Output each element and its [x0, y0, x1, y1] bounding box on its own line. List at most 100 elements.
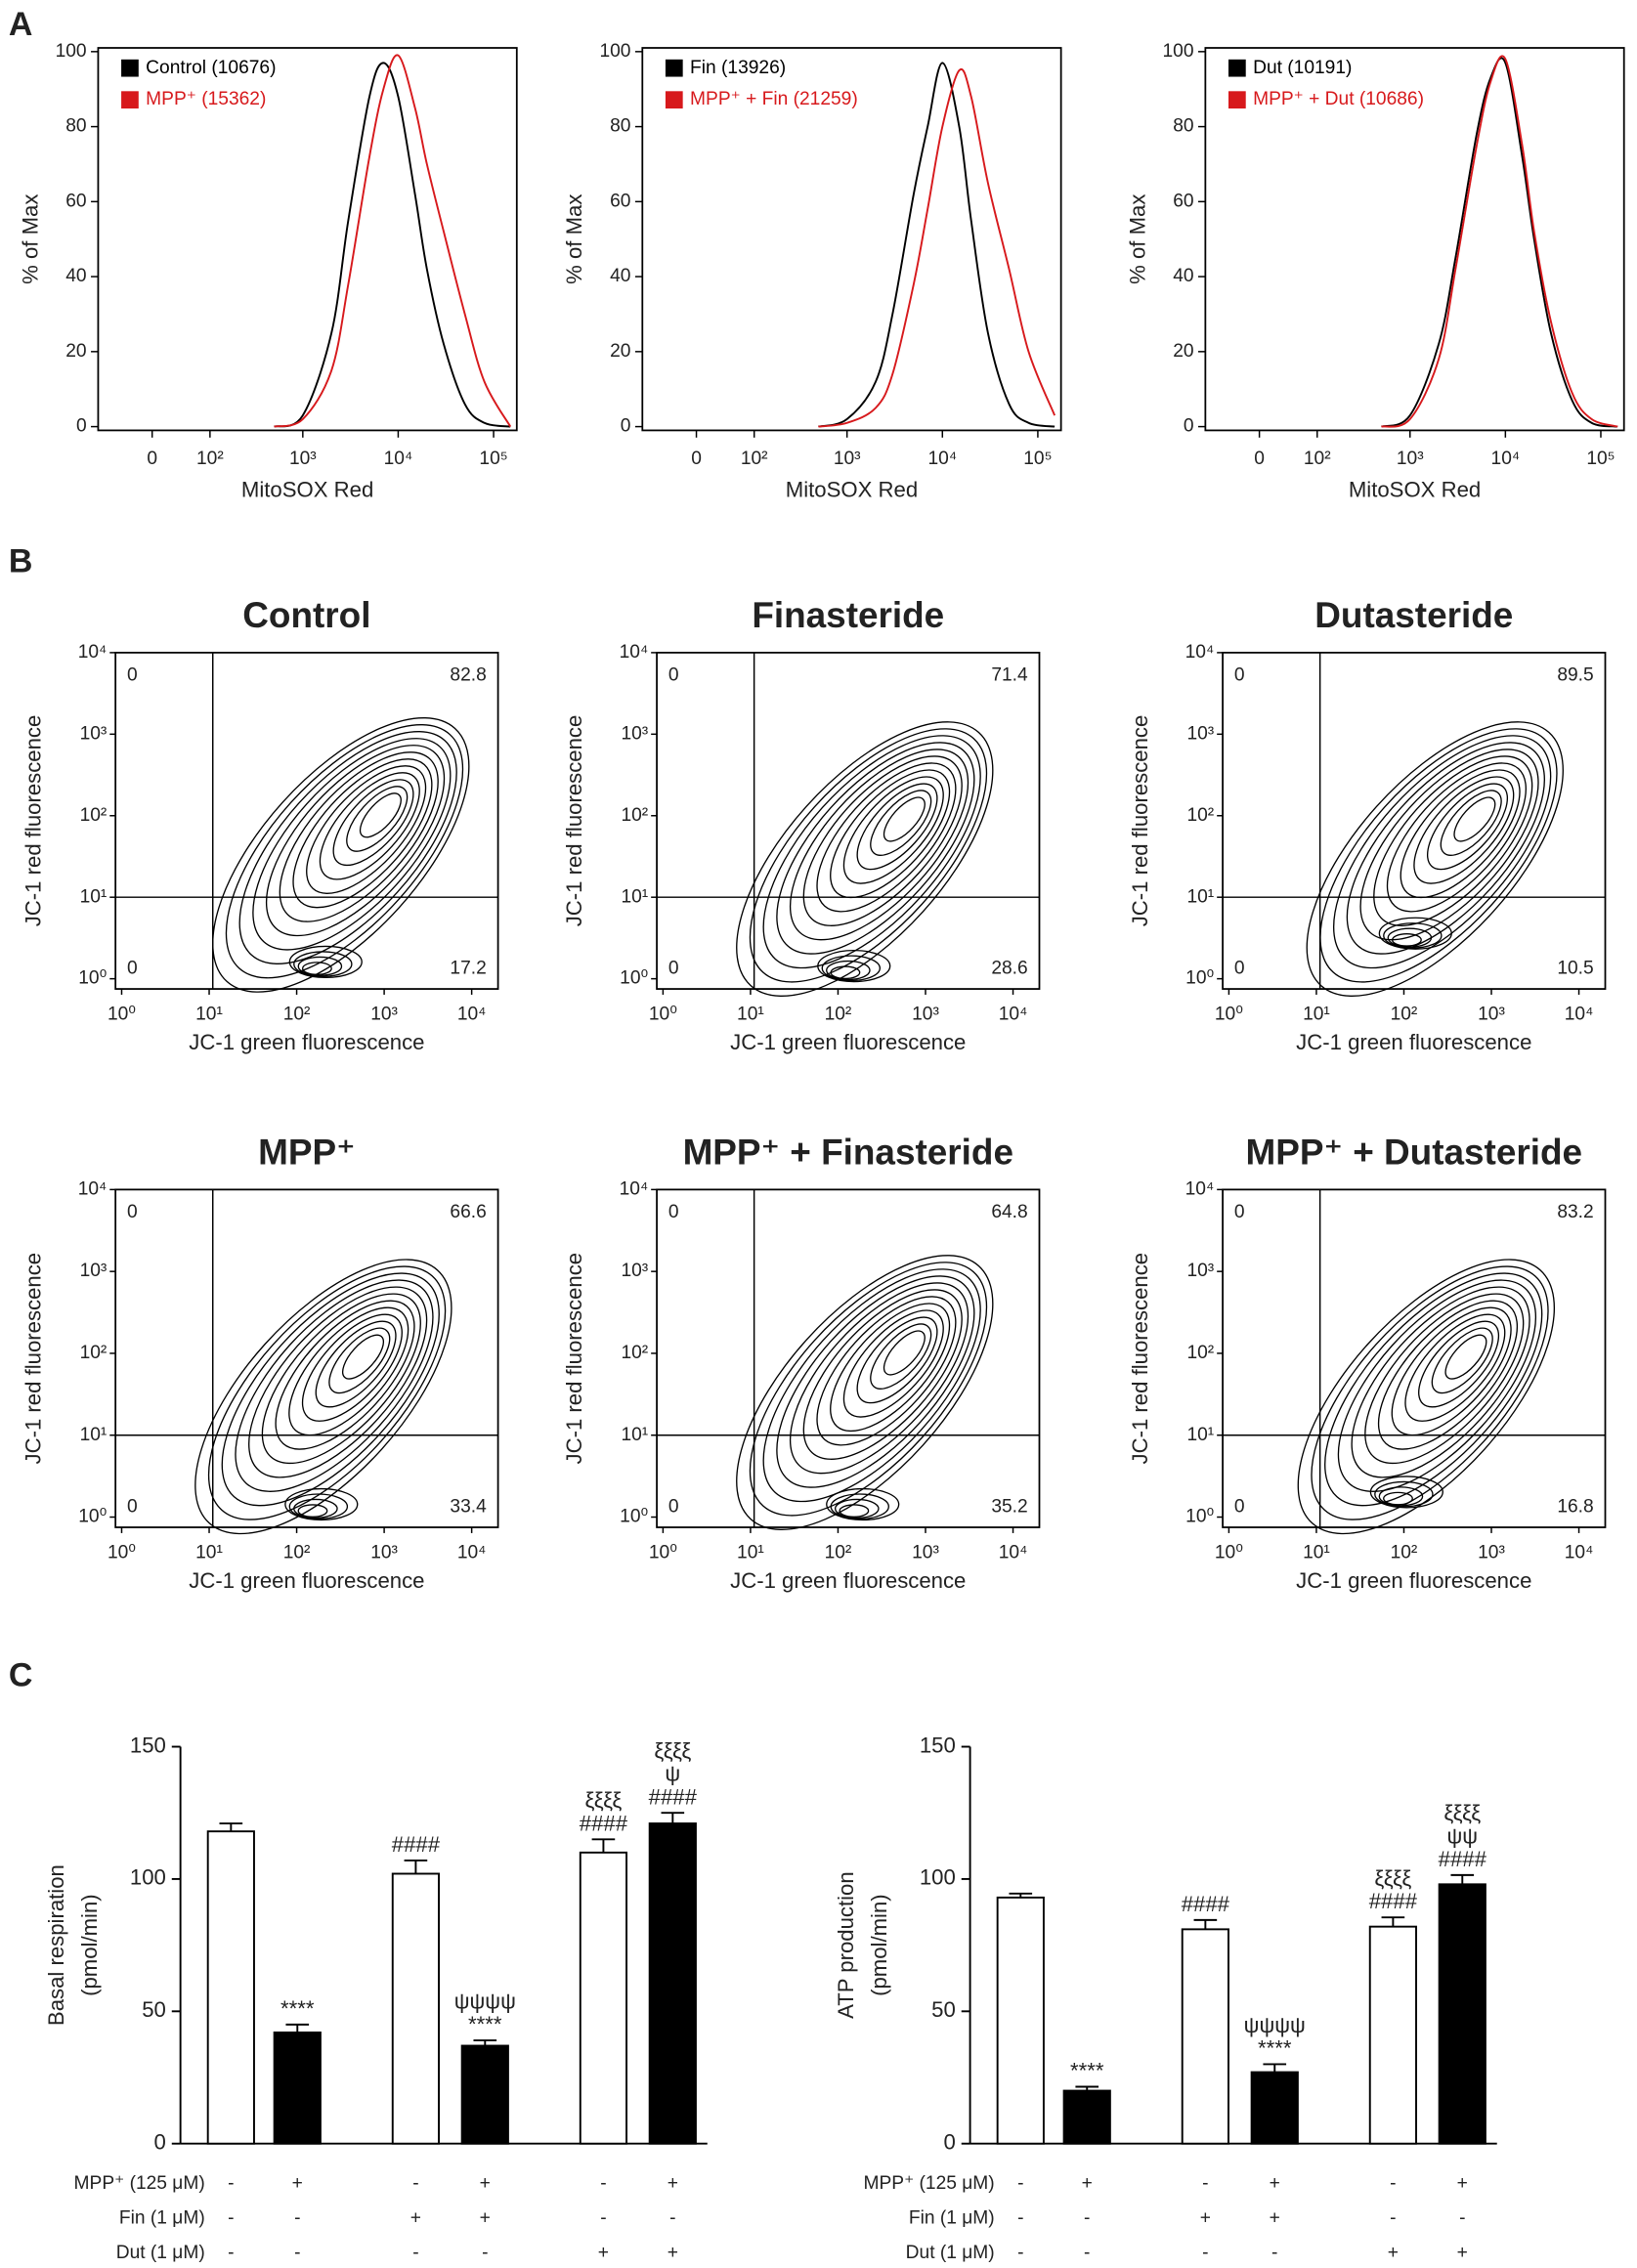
y-tick-label: 20: [1173, 341, 1193, 362]
treatment-sign: -: [1459, 2208, 1465, 2229]
treatment-sign: -: [600, 2208, 606, 2229]
bar: [1250, 2071, 1299, 2145]
y-tick-label: 0: [1184, 416, 1194, 437]
treatment-sign: -: [412, 2243, 418, 2263]
y-tick-label: 10³: [1186, 1261, 1214, 1281]
contour: [1444, 1334, 1487, 1380]
significance-label: ####: [649, 1784, 698, 1809]
legend-label: Control (10676): [146, 58, 276, 78]
bar: [460, 2044, 509, 2145]
x-axis-label: MitoSOX Red: [786, 477, 918, 501]
significance-label: ψψ: [1446, 1823, 1478, 1848]
significance-label: ####: [1439, 1847, 1487, 1871]
contour: [328, 1327, 391, 1394]
contour: [315, 1320, 397, 1408]
quadrant-value: 17.2: [450, 958, 486, 978]
y-tick-label: 80: [1173, 116, 1193, 137]
y-axis-label: ATP production: [834, 1871, 858, 2019]
contour: [275, 1300, 415, 1450]
y-tick-label: 100: [56, 41, 87, 62]
treatment-label: MPP⁺ (125 μM): [863, 2173, 994, 2194]
contour: [856, 783, 938, 871]
y-axis-label: JC-1 red fluorescence: [562, 1253, 586, 1465]
quadrant-value: 0: [668, 1496, 679, 1517]
contour: [802, 1289, 963, 1460]
quadrant-value: 89.5: [1557, 665, 1593, 686]
significance-label: ****: [1070, 2059, 1104, 2083]
treatment-sign: +: [1457, 2173, 1468, 2194]
treatment-sign: -: [228, 2208, 234, 2229]
x-tick-label: 10⁰: [649, 1543, 677, 1563]
treatment-sign: +: [1082, 2173, 1093, 2194]
x-tick-label: 10¹: [195, 1543, 223, 1563]
quadrant-value: 0: [668, 665, 679, 686]
histogram-line: [1381, 57, 1618, 428]
contour: [1383, 1491, 1413, 1506]
x-tick-label: 10⁵: [479, 449, 507, 469]
y-tick-label: 150: [130, 1733, 166, 1757]
x-tick-label: 10¹: [1303, 1543, 1330, 1563]
treatment-sign: +: [668, 2243, 678, 2263]
treatment-sign: +: [598, 2243, 609, 2263]
bar: [648, 1822, 697, 2145]
y-tick-label: 60: [1173, 191, 1193, 211]
x-tick-label: 10⁴: [999, 1543, 1028, 1563]
y-tick-label: 40: [65, 266, 86, 286]
legend-swatch: [665, 59, 683, 77]
y-tick-label: 0: [154, 2130, 166, 2155]
legend-label: Fin (13926): [690, 58, 786, 78]
contour: [1386, 762, 1528, 913]
bar: [1438, 1883, 1486, 2145]
x-tick-label: 10⁴: [999, 1005, 1028, 1025]
significance-label: ψψψψ: [454, 1990, 516, 2014]
significance-label: ####: [580, 1811, 628, 1835]
plot-frame: [114, 1188, 499, 1528]
y-axis-label: JC-1 red fluorescence: [21, 715, 45, 927]
y-tick-label: 10²: [1186, 1343, 1214, 1363]
contour: [252, 738, 452, 951]
contour: [1346, 742, 1545, 955]
treatment-sign: -: [294, 2208, 300, 2229]
x-tick-label: 10⁰: [649, 1005, 677, 1025]
y-tick-label: 10³: [80, 1261, 108, 1281]
x-tick-label: 10⁵: [1586, 449, 1615, 469]
x-tick-label: 10³: [912, 1543, 939, 1563]
contour: [301, 1313, 403, 1422]
treatment-sign: -: [1017, 2208, 1023, 2229]
x-tick-label: 10³: [370, 1005, 398, 1025]
plot-title: MPP⁺ + Dutasteride: [1246, 1133, 1583, 1173]
y-tick-label: 40: [610, 266, 630, 286]
y-tick-label: 80: [65, 116, 86, 137]
plot-frame: [1222, 1188, 1607, 1528]
x-tick-label: 10⁴: [1565, 1005, 1594, 1025]
x-tick-label: 0: [1254, 449, 1265, 469]
contour: [288, 945, 363, 979]
treatment-sign: +: [480, 2173, 491, 2194]
quadrant-value: 64.8: [991, 1202, 1027, 1222]
treatment-label: Dut (1 μM): [116, 2243, 205, 2263]
quadrant-value: 71.4: [991, 665, 1028, 686]
quadrant-value: 83.2: [1557, 1202, 1593, 1222]
y-axis-label: JC-1 red fluorescence: [1128, 1253, 1152, 1465]
y-tick-label: 10³: [80, 723, 108, 744]
x-tick-label: 10³: [834, 449, 861, 469]
treatment-sign: -: [482, 2243, 488, 2263]
x-tick-label: 10⁴: [384, 449, 413, 469]
quadrant-value: 10.5: [1557, 958, 1593, 978]
treatment-sign: +: [480, 2208, 491, 2229]
contour: [1364, 1293, 1525, 1465]
contour: [1453, 796, 1496, 842]
contour: [1319, 728, 1558, 983]
x-tick-label: 10²: [283, 1005, 311, 1025]
plot-frame: [656, 652, 1041, 990]
contour: [301, 962, 332, 975]
x-tick-label: 10²: [1391, 1543, 1418, 1563]
y-axis-label: % of Max: [1125, 194, 1149, 284]
bar: [996, 1896, 1045, 2145]
contour: [221, 1272, 440, 1507]
treatment-sign: +: [1270, 2173, 1280, 2194]
significance-label: ξξξξ: [654, 1738, 691, 1763]
y-tick-label: 20: [65, 341, 86, 362]
x-tick-label: 10⁴: [927, 449, 957, 469]
treatment-sign: +: [1270, 2208, 1280, 2229]
